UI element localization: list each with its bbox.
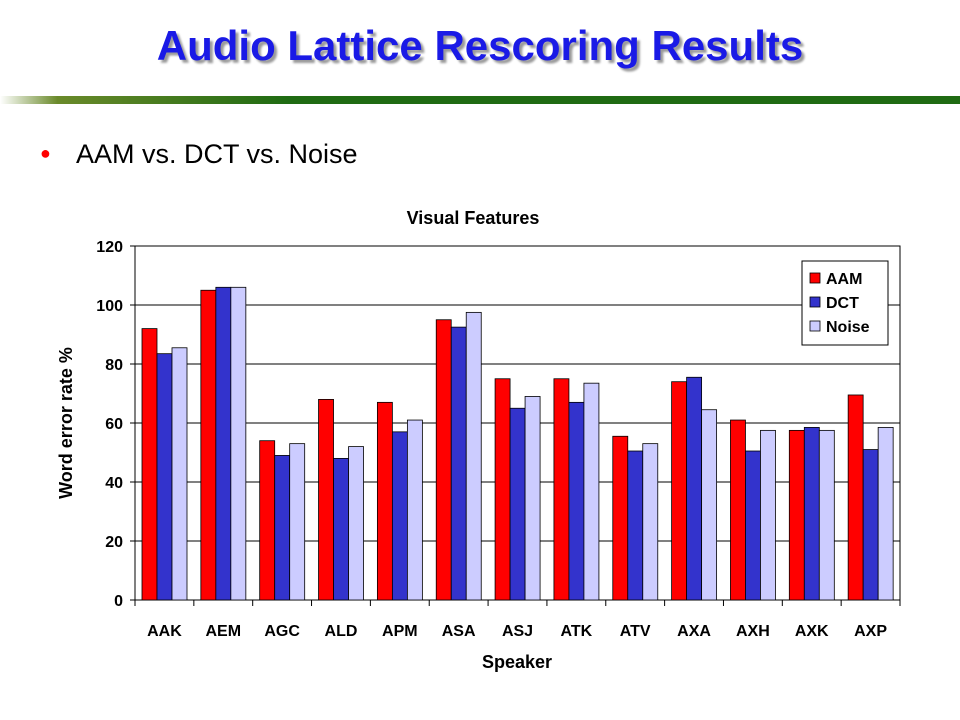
x-tick-label: AGC	[264, 623, 300, 640]
bar-dct-axa	[686, 376, 703, 601]
bar-aam-aak	[141, 328, 158, 601]
bar-aam-axa	[671, 381, 688, 601]
bar-dct-asj	[509, 407, 526, 601]
y-tick-label: 100	[96, 298, 123, 315]
x-tick-label: ASJ	[502, 623, 533, 640]
bar-dct-aem	[215, 286, 232, 601]
bar-aam-axp	[847, 394, 864, 601]
x-tick-label: AXA	[677, 623, 711, 640]
bar-aam-axh	[730, 419, 746, 601]
bar-dct-atv	[627, 450, 644, 601]
y-tick-label: 80	[105, 357, 123, 374]
bar-aam-ald	[318, 398, 334, 601]
x-tick-label: ALD	[325, 623, 358, 640]
bar-dct-axh	[745, 450, 761, 601]
slide-title: Audio Lattice Rescoring Results	[156, 22, 804, 69]
bar-noise-asj	[524, 396, 541, 601]
bar-noise-aak	[171, 347, 188, 601]
bar-dct-atk	[568, 401, 585, 601]
bar-noise-axk	[818, 429, 835, 601]
x-tick-label: ASA	[442, 623, 476, 640]
bar-dct-axk	[803, 427, 820, 601]
bar-aam-agc	[259, 440, 276, 601]
bar-dct-aak	[156, 353, 173, 601]
legend-swatch-dct	[809, 296, 821, 308]
bar-noise-ald	[348, 446, 364, 601]
bar-aam-asj	[494, 378, 511, 601]
bar-aam-atk	[553, 378, 570, 601]
chart-axes: 0 20 40 60 80 100 120 AAK AEM AGC ALD APM ASA ASJ ATK A…	[96, 239, 901, 640]
bar-aam-asa	[435, 319, 452, 601]
bar-aam-atv	[612, 435, 629, 601]
bar-noise-axa	[701, 409, 718, 601]
legend-label-dct: DCT	[826, 295, 859, 312]
x-tick-label: AXP	[854, 623, 887, 640]
chart-bars	[141, 286, 894, 601]
bullet-text: AAM vs. DCT vs. Noise	[76, 138, 358, 169]
legend-label-noise: Noise	[826, 319, 870, 336]
x-tick-label: ATV	[620, 623, 651, 640]
y-tick-label: 0	[114, 593, 123, 610]
bar-dct-agc	[274, 455, 291, 601]
x-tick-label: AXH	[736, 623, 770, 640]
bar-noise-atv	[642, 443, 659, 601]
title-divider	[0, 96, 960, 104]
x-tick-label: AAK	[147, 623, 182, 640]
legend-swatch-noise	[809, 320, 821, 332]
x-tick-label: AXK	[795, 623, 829, 640]
y-tick-label: 20	[105, 534, 123, 551]
chart-legend: AAM DCT Noise	[801, 260, 889, 346]
bar-aam-aem	[200, 289, 217, 601]
bar-noise-axh	[760, 429, 776, 601]
bar-noise-aem	[230, 286, 247, 601]
bar-noise-axp	[877, 427, 894, 601]
x-tick-label: AEM	[205, 623, 241, 640]
bar-aam-apm	[376, 401, 393, 601]
bar-dct-ald	[333, 457, 349, 601]
x-tick-label: ATK	[560, 623, 592, 640]
y-axis-label: Word error rate %	[56, 347, 76, 499]
bar-dct-asa	[450, 326, 467, 601]
legend-swatch-aam	[809, 272, 821, 284]
bar-noise-atk	[583, 382, 600, 601]
legend-label-aam: AAM	[826, 271, 862, 288]
bar-noise-apm	[406, 419, 423, 601]
bar-dct-apm	[391, 431, 408, 601]
y-tick-label: 40	[105, 475, 123, 492]
bar-noise-asa	[465, 311, 482, 601]
bar-aam-axk	[788, 429, 805, 601]
y-tick-label: 60	[105, 416, 123, 433]
chart-title: Visual Features	[407, 208, 540, 228]
y-tick-label: 120	[96, 239, 123, 256]
bar-dct-axp	[862, 449, 879, 601]
x-axis-label: Speaker	[482, 652, 552, 672]
bullet-item: ● AAM vs. DCT vs. Noise	[40, 138, 358, 170]
x-tick-label: APM	[382, 623, 418, 640]
bullet-dot-icon: ●	[40, 142, 51, 163]
bar-noise-agc	[289, 443, 306, 601]
